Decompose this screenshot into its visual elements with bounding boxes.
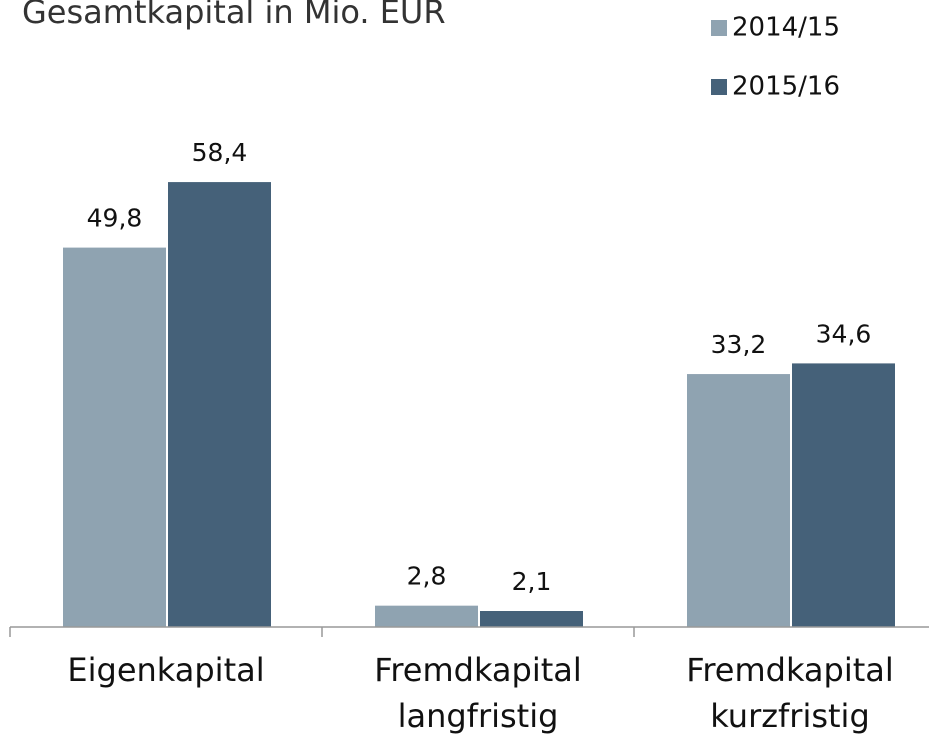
bar: [480, 611, 583, 627]
value-label: 2,8: [407, 562, 447, 591]
legend-label: 2015/16: [732, 72, 840, 102]
bar: [375, 605, 478, 627]
bar: [168, 182, 271, 627]
value-label: 49,8: [87, 204, 143, 233]
bar: [63, 247, 166, 627]
bar: [792, 363, 895, 627]
legend-swatch: [711, 79, 727, 95]
value-label: 2,1: [512, 567, 552, 596]
legend-swatch: [711, 20, 727, 36]
x-tick-label: Fremdkapital: [374, 651, 582, 689]
x-tick-label: langfristig: [398, 697, 559, 735]
value-label: 34,6: [816, 319, 872, 348]
value-label: 33,2: [711, 330, 767, 359]
chart-title: Gesamtkapital in Mio. EUR: [22, 0, 446, 31]
bar: [687, 374, 790, 627]
value-label: 58,4: [192, 138, 248, 167]
x-tick-label: Fremdkapital: [686, 651, 894, 689]
x-tick-label: kurzfristig: [710, 697, 870, 735]
x-tick-label: Eigenkapital: [67, 651, 264, 689]
legend-label: 2014/15: [732, 13, 840, 43]
